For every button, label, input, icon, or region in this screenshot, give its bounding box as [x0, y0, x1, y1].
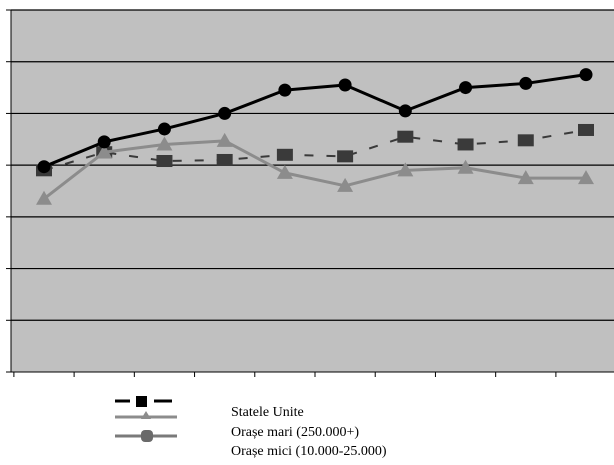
data-point — [218, 106, 232, 120]
data-point — [156, 136, 173, 151]
axes — [6, 9, 614, 377]
data-point — [157, 122, 171, 136]
data-point — [156, 155, 173, 168]
data-point — [579, 68, 593, 82]
data-point — [519, 76, 533, 90]
data-point — [457, 159, 474, 174]
data-point — [216, 132, 233, 147]
legend-label-orase-mari: Orașe mari (250.000+) — [231, 425, 360, 440]
data-point — [276, 148, 293, 161]
series-layer — [36, 68, 594, 205]
data-point — [37, 160, 51, 174]
data-point — [397, 130, 414, 143]
data-point — [97, 135, 111, 149]
series-3 — [37, 68, 593, 174]
series-line — [43, 139, 586, 200]
data-point — [36, 190, 52, 205]
data-point — [337, 177, 354, 192]
data-point — [517, 170, 534, 185]
data-point — [338, 78, 352, 92]
legend-label-orase-mici: Orașe mici (10.000-25.000) — [231, 444, 387, 459]
data-point — [216, 153, 233, 166]
data-point — [278, 83, 292, 97]
data-point — [578, 123, 594, 136]
data-point — [397, 162, 414, 177]
data-point — [96, 144, 113, 159]
data-point — [337, 150, 354, 163]
data-point — [578, 170, 594, 185]
data-point — [276, 164, 293, 179]
legend-swatch-series-2 — [115, 411, 177, 419]
series-line — [43, 128, 587, 172]
data-point — [517, 134, 534, 147]
legend-label-statele-unite: Statele Unite — [231, 405, 304, 420]
data-point — [457, 138, 474, 151]
legend-swatch-series-1 — [115, 396, 172, 407]
gridlines — [11, 9, 614, 321]
legend-swatches — [115, 396, 177, 442]
plot-area — [11, 10, 614, 372]
series-line — [43, 73, 587, 169]
series-2 — [36, 132, 594, 205]
data-point — [459, 81, 473, 95]
legend-swatch-series-3 — [115, 430, 177, 442]
data-point — [398, 104, 412, 118]
